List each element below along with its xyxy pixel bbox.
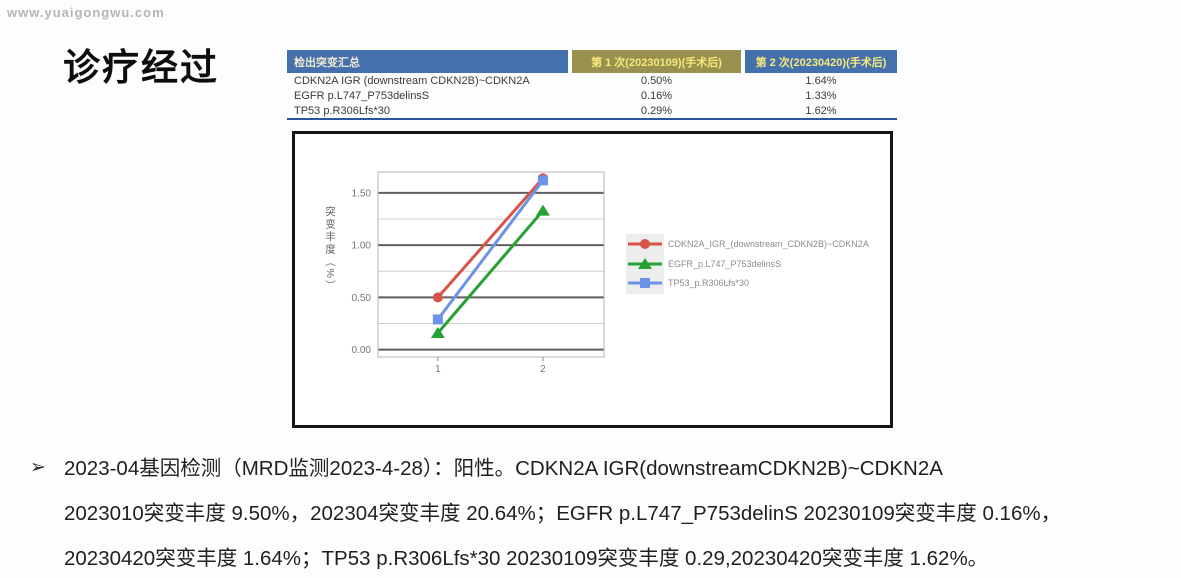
legend-label: TP53_p.R306Lfs*30 [668,278,750,288]
watermark: www.yuaigongwu.com [7,5,165,20]
page-title: 诊疗经过 [63,46,219,88]
legend-item: CDKN2A_IGR_(downstream_CDKN2B)~CDKN2A [626,235,869,253]
line-chart-plot: 0.00 0.50 1.00 1.50 1 2 [352,171,605,375]
summary-line: 2023-04基因检测（MRD监测2023-4-28）：阳性。CDKN2A IG… [64,457,943,480]
line-triangle-marker-icon [628,258,662,269]
svg-text:0.50: 0.50 [352,293,372,304]
table-cell-value-first: 0.50% [640,74,673,87]
mutation-trend-chart: 0.00 0.50 1.00 1.50 1 2 突变丰度（%） CDKN2A_IGR_(d… [292,131,893,428]
table-cell-value-second: 1.64% [805,74,837,87]
table-cell-gene-name: TP53 p.R306Lfs*30 [294,104,391,117]
table-cell-gene-name: CDKN2A IGR (downstream CDKN2B)~CDKN2A [294,74,530,87]
arrow-bullet-icon: ➢ [30,457,46,478]
table-cell-value-first: 0.29% [640,104,673,117]
table-header-mutations: 检出突变汇总 [287,50,568,73]
table-header-test2: 第 2 次(20230420)(手术后) [745,50,897,73]
summary-line: 2023010突变丰度 9.50%，202304突变丰度 20.64%；EGFR… [64,502,1062,525]
table-header-test1: 第 1 次(20230109)(手术后) [572,50,741,73]
table-cell-gene-name: EGFR p.L747_P753delinsS [294,89,430,102]
table-bottom-border [287,118,897,120]
legend-item: TP53_p.R306Lfs*30 [626,274,749,292]
svg-text:1.50: 1.50 [352,188,372,199]
line-square-marker-icon [628,278,662,288]
svg-text:1.00: 1.00 [352,241,372,252]
svg-text:1: 1 [435,364,441,375]
table-cell-value-first: 0.16% [640,89,673,102]
svg-text:2: 2 [540,364,546,375]
svg-text:0.00: 0.00 [352,345,372,356]
y-axis-label: 突变丰度（%） [324,206,336,293]
table-cell-value-second: 1.62% [805,104,837,117]
genetic-test-summary: ➢ 2023-04基因检测（MRD监测2023-4-28）：阳性。CDKN2A … [30,446,1170,578]
line-circle-marker-icon [628,239,662,249]
summary-line: 20230420突变丰度 1.64%；TP53 p.R306Lfs*30 202… [64,547,989,570]
legend-label: EGFR_p.L747_P753delinsS [668,259,782,269]
table-cell-value-second: 1.33% [805,89,837,102]
legend-item: EGFR_p.L747_P753delinsS [626,255,781,273]
mutation-summary-table: 检出突变汇总 第 1 次(20230109)(手术后) 第 2 次(202304… [287,50,897,118]
legend-label: CDKN2A_IGR_(downstream_CDKN2B)~CDKN2A [668,239,869,249]
